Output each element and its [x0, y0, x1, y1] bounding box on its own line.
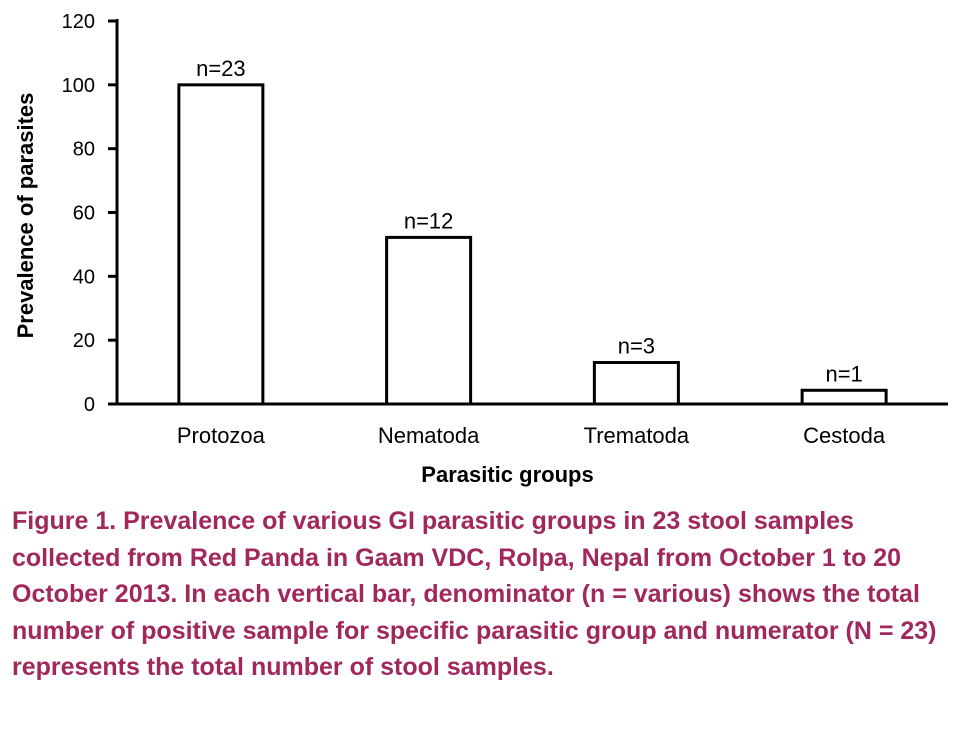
- y-tick-label: 120: [62, 11, 95, 33]
- category-label: Protozoa: [177, 423, 266, 448]
- y-tick-label: 80: [73, 139, 95, 161]
- category-label: Cestoda: [803, 423, 886, 448]
- data-label: n=3: [618, 334, 655, 359]
- bar-protozoa: [177, 83, 265, 406]
- figure-caption: Figure 1. Prevalence of various GI paras…: [12, 507, 937, 681]
- y-tick-label: 40: [73, 266, 95, 288]
- category-label: Nematoda: [378, 423, 480, 448]
- bar-chart: 0 20 40 60 80 100 120 n=23 n=12 n=3 n=1 Protozoa N…: [13, 11, 948, 487]
- data-label: n=1: [825, 361, 862, 386]
- y-tick-label: 20: [73, 330, 95, 352]
- y-axis-title: Prevalence of parasites: [13, 93, 38, 339]
- bar-cestoda: [800, 388, 888, 406]
- y-tick-label: 100: [62, 75, 95, 97]
- x-axis-title: Parasitic groups: [421, 462, 593, 487]
- y-tick-label: 0: [84, 394, 95, 416]
- y-tick-label: 60: [73, 203, 95, 225]
- y-axis-ticks: 0 20 40 60 80 100 120: [62, 11, 117, 416]
- category-labels: Protozoa Nematoda Trematoda Cestoda: [177, 423, 886, 448]
- bars-group: n=23 n=12 n=3 n=1: [177, 56, 888, 406]
- bar-nematoda: [385, 235, 473, 406]
- data-label: n=12: [404, 208, 454, 233]
- data-label: n=23: [196, 56, 246, 81]
- category-label: Trematoda: [584, 423, 690, 448]
- bar-trematoda: [592, 361, 680, 406]
